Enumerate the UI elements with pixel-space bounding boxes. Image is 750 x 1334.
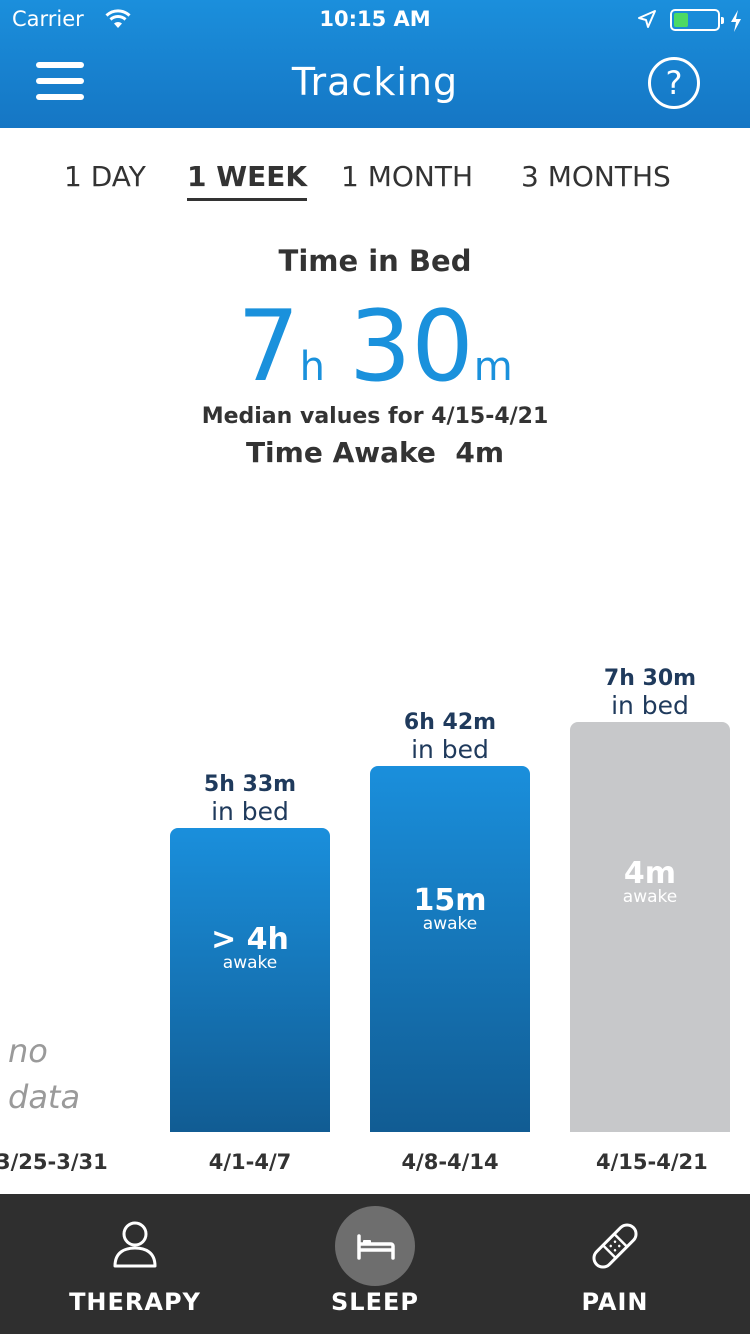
range-tabs: 1 DAY 1 WEEK 1 MONTH 3 MONTHS (0, 160, 750, 204)
x-axis-label: 3/25-3/31 (0, 1150, 108, 1174)
in-bed-suffix: in bed (611, 690, 689, 720)
awake-value: 4m (623, 855, 677, 891)
in-bed-suffix: in bed (211, 797, 289, 827)
tab-1-week[interactable]: 1 WEEK (187, 160, 308, 201)
person-icon (113, 1221, 157, 1268)
no-data-label: no data (8, 1028, 80, 1120)
awake-suffix: awake (422, 913, 478, 934)
x-axis-label: 4/1-4/7 (208, 1150, 292, 1174)
hamburger-menu-icon[interactable] (36, 60, 86, 104)
bandage-icon (592, 1223, 638, 1269)
hours-unit: h (299, 344, 326, 390)
wifi-icon (105, 9, 131, 28)
bar-in-bed-label: 6h 42m in bed (370, 710, 530, 764)
nav-sleep-label: SLEEP (331, 1288, 419, 1316)
bottom-nav: THERAPY SLEEP PAIN (0, 1194, 750, 1334)
time-awake-line: Time Awake 4m (0, 436, 750, 469)
no-data-line-2: data (8, 1078, 81, 1116)
bar-awake-label: 15m awake (370, 883, 530, 934)
help-icon[interactable]: ? (648, 57, 700, 109)
nav-sleep[interactable]: SLEEP (250, 1194, 500, 1334)
minutes-value: 30 (349, 290, 474, 404)
awake-value: > 4h (211, 922, 289, 958)
battery-icon (670, 9, 724, 31)
awake-value: 15m (413, 882, 487, 918)
awake-suffix: awake (622, 886, 678, 907)
awake-suffix: awake (222, 953, 278, 974)
time-awake-value: 4m (455, 436, 505, 469)
chart-bar[interactable] (570, 721, 730, 1132)
bar-in-bed-label: 5h 33m in bed (170, 772, 330, 826)
tab-1-day[interactable]: 1 DAY (64, 160, 146, 193)
median-caption: Median values for 4/15-4/21 (201, 404, 549, 429)
x-axis-label: 4/15-4/21 (596, 1150, 708, 1174)
in-bed-value: 5h 33m (203, 772, 297, 798)
chart-bar[interactable] (170, 828, 330, 1132)
nav-pain-label: PAIN (581, 1288, 649, 1316)
nav-therapy-label: THERAPY (69, 1288, 201, 1316)
bar-in-bed-label: 7h 30m in bed (570, 666, 730, 720)
x-axis-label: 4/8-4/14 (401, 1150, 499, 1174)
no-data-line-1: no (8, 1032, 48, 1070)
carrier-label: Carrier (12, 7, 84, 31)
status-bar: Carrier 10:15 AM (0, 0, 750, 40)
in-bed-value: 7h 30m (603, 665, 697, 691)
bar-awake-label: > 4h awake (170, 922, 330, 973)
page-title: Tracking (291, 60, 459, 104)
chart-bar[interactable] (370, 765, 530, 1132)
bed-icon (335, 1206, 415, 1286)
minutes-unit: m (473, 344, 513, 390)
in-bed-value: 6h 42m (403, 709, 497, 735)
in-bed-suffix: in bed (411, 734, 489, 764)
charging-bolt-icon (731, 10, 741, 32)
status-time: 10:15 AM (319, 7, 431, 31)
nav-therapy[interactable]: THERAPY (10, 1194, 260, 1334)
bar-awake-label: 4m awake (570, 856, 730, 907)
location-arrow-icon (638, 10, 656, 28)
summary-title: Time in Bed (278, 244, 472, 278)
time-awake-label: Time Awake (245, 436, 436, 469)
tab-3-months[interactable]: 3 MONTHS (521, 160, 671, 193)
header-bar: Carrier 10:15 AM Tracking ? (0, 0, 750, 128)
hours-value: 7 (237, 290, 300, 404)
time-in-bed-value: 7h 30m (0, 290, 750, 404)
nav-pain[interactable]: PAIN (490, 1194, 740, 1334)
tab-1-month[interactable]: 1 MONTH (341, 160, 474, 193)
